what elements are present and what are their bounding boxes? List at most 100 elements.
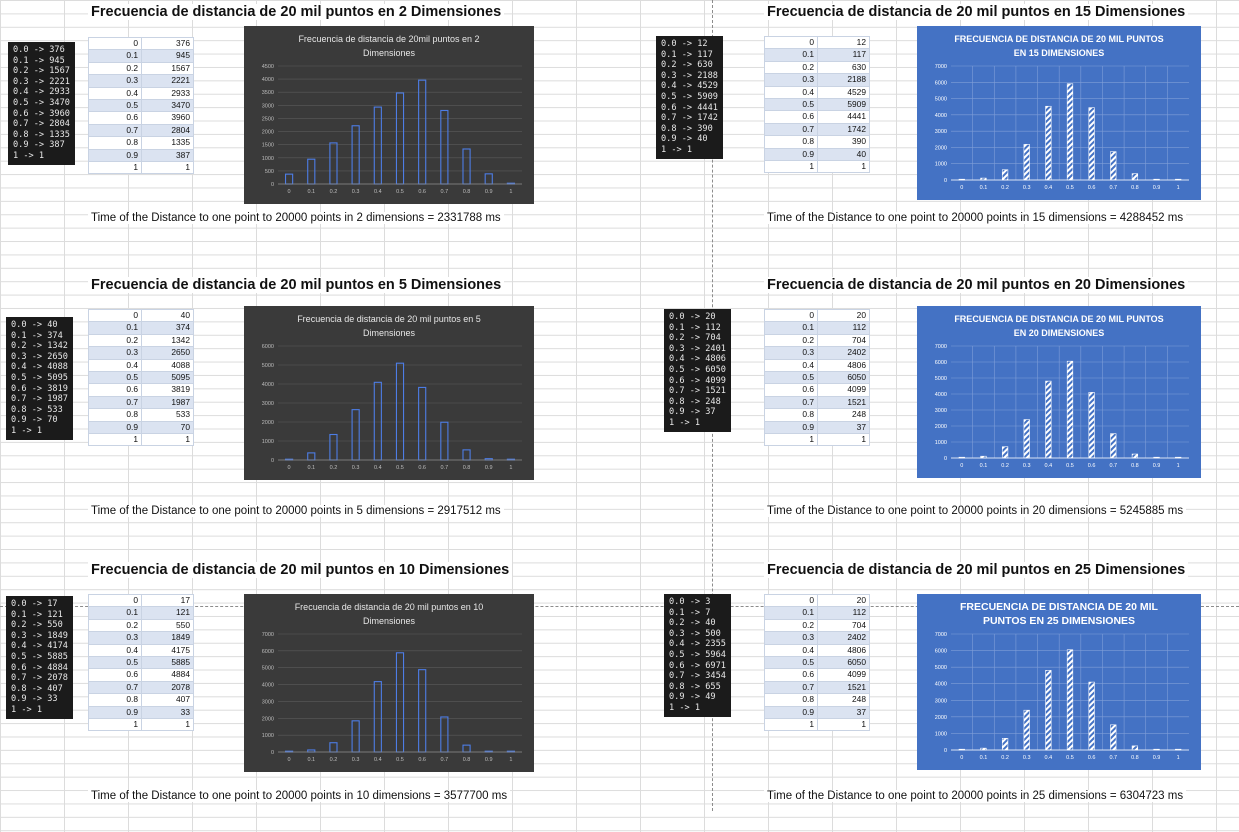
count-cell: 2188 bbox=[817, 73, 870, 87]
count-cell: 1 bbox=[817, 718, 870, 732]
x-tick-label: 0.7 bbox=[1109, 755, 1117, 761]
console-line: 0.9 -> 37 bbox=[669, 407, 716, 418]
table-row: 0.1 121 bbox=[88, 606, 194, 620]
count-cell: 2402 bbox=[817, 631, 870, 645]
table-row: 0.9 37 bbox=[764, 420, 870, 435]
console-line: 0.1 -> 121 bbox=[11, 609, 63, 620]
console-line: 0.1 -> 374 bbox=[11, 330, 63, 341]
bar bbox=[1088, 681, 1095, 751]
console-line: 0.5 -> 5964 bbox=[669, 649, 726, 660]
console-line: 0.3 -> 2650 bbox=[11, 351, 68, 362]
distance-cell: 0.7 bbox=[88, 680, 142, 695]
console-line: 0.6 -> 6971 bbox=[669, 660, 726, 671]
console-line: 0.2 -> 550 bbox=[11, 620, 63, 631]
distance-cell: 1 bbox=[88, 433, 142, 447]
distance-cell: 0.1 bbox=[88, 606, 142, 620]
distance-cell: 0.1 bbox=[88, 49, 142, 63]
count-cell: 4884 bbox=[141, 668, 194, 682]
panel-heading: Frecuencia de distancia de 20 mil puntos… bbox=[88, 4, 505, 20]
count-cell: 37 bbox=[817, 705, 870, 720]
count-cell: 704 bbox=[817, 333, 870, 348]
y-tick-label: 1000 bbox=[262, 439, 274, 445]
table-row: 0.5 6050 bbox=[764, 371, 870, 385]
distance-cell: 1 bbox=[764, 433, 818, 447]
bar bbox=[1001, 446, 1009, 459]
console-line: 0.0 -> 12 bbox=[661, 39, 708, 49]
x-tick-label: 0.4 bbox=[1045, 185, 1053, 191]
console-output: 0.0 -> 12 0.1 -> 117 0.2 -> 630 0.3 -> 2188… bbox=[656, 36, 723, 159]
y-tick-label: 3000 bbox=[262, 103, 274, 109]
console-line: 0.2 -> 704 bbox=[669, 333, 721, 344]
panel-5-dimensions: Frecuencia de distancia de 20 mil puntos… bbox=[6, 277, 708, 547]
elapsed-time-text: Time of the Distance to one point to 200… bbox=[88, 505, 504, 517]
x-tick-label: 1 bbox=[1177, 463, 1180, 469]
distance-cell: 0.3 bbox=[88, 74, 142, 88]
distance-cell: 0.6 bbox=[764, 383, 818, 397]
distance-cell: 0 bbox=[764, 593, 818, 608]
x-tick-label: 1 bbox=[509, 757, 512, 763]
distance-cell: 0.5 bbox=[764, 98, 818, 112]
distance-cell: 0.3 bbox=[764, 631, 818, 645]
table-row: 0.2 550 bbox=[88, 618, 194, 633]
console-output: 0.0 -> 17 0.1 -> 121 0.2 -> 550 0.3 -> 1849… bbox=[6, 596, 73, 719]
console-line: 0.9 -> 387 bbox=[13, 140, 65, 151]
x-tick-label: 0.9 bbox=[1153, 755, 1161, 761]
panel-10-dimensions: Frecuencia de distancia de 20 mil puntos… bbox=[6, 562, 708, 832]
distance-cell: 0.5 bbox=[764, 656, 818, 670]
x-tick-label: 1 bbox=[1177, 185, 1180, 191]
console-line: 0.6 -> 3960 bbox=[13, 108, 70, 119]
table-row: 0.4 4806 bbox=[764, 643, 870, 658]
table-row: 0.4 4175 bbox=[88, 643, 194, 658]
x-tick-label: 0.8 bbox=[463, 189, 471, 195]
y-tick-label: 1000 bbox=[262, 156, 274, 162]
distance-cell: 0.2 bbox=[88, 618, 142, 633]
panel-heading: Frecuencia de distancia de 20 mil puntos… bbox=[764, 562, 1189, 578]
elapsed-time-text: Time of the Distance to one point to 200… bbox=[88, 212, 504, 224]
distance-cell: 0.4 bbox=[88, 86, 142, 101]
distance-cell: 0.7 bbox=[88, 123, 142, 138]
count-cell: 1987 bbox=[141, 395, 194, 410]
distance-cell: 0.2 bbox=[88, 333, 142, 348]
panel-heading: Frecuencia de distancia de 20 mil puntos… bbox=[764, 277, 1189, 293]
console-line: 0.0 -> 3 bbox=[669, 597, 711, 607]
y-tick-label: 1000 bbox=[935, 162, 947, 168]
table-row: 0.9 70 bbox=[88, 420, 194, 435]
x-tick-label: 0.3 bbox=[1023, 463, 1031, 469]
table-row: 0.5 6050 bbox=[764, 656, 870, 670]
count-cell: 374 bbox=[141, 321, 194, 335]
table-row: 0.6 4441 bbox=[764, 110, 870, 124]
y-tick-label: 7000 bbox=[935, 632, 947, 638]
page-break-horizontal bbox=[0, 606, 1239, 607]
x-tick-label: 0.2 bbox=[330, 189, 338, 195]
table-row: 0.3 2402 bbox=[764, 631, 870, 645]
chart-title: Frecuencia de distancia de 20 mil puntos… bbox=[297, 314, 481, 324]
distance-cell: 0.7 bbox=[764, 122, 818, 137]
distance-cell: 0.3 bbox=[88, 631, 142, 645]
y-tick-label: 4000 bbox=[262, 382, 274, 388]
console-line: 1 -> 1 bbox=[13, 150, 45, 161]
y-tick-label: 2000 bbox=[262, 420, 274, 426]
console-line: 0.9 -> 40 bbox=[661, 134, 708, 145]
distance-cell: 0.9 bbox=[764, 147, 818, 162]
x-tick-label: 0.6 bbox=[1088, 463, 1096, 469]
y-tick-label: 7000 bbox=[262, 632, 274, 638]
table-row: 0.6 4099 bbox=[764, 668, 870, 682]
count-cell: 704 bbox=[817, 618, 870, 633]
x-tick-label: 0.9 bbox=[485, 189, 493, 195]
table-row: 0.6 3960 bbox=[88, 111, 194, 125]
distance-cell: 0.7 bbox=[88, 395, 142, 410]
console-line: 0.5 -> 5885 bbox=[11, 651, 68, 662]
console-line: 0.6 -> 4884 bbox=[11, 662, 68, 673]
x-tick-label: 0.9 bbox=[1153, 185, 1161, 191]
console-line: 0.5 -> 5909 bbox=[661, 91, 718, 102]
distance-cell: 0.1 bbox=[764, 48, 818, 62]
count-cell: 3819 bbox=[141, 383, 194, 397]
x-tick-label: 0.3 bbox=[1023, 185, 1031, 191]
x-tick-label: 0 bbox=[960, 755, 963, 761]
x-tick-label: 0.4 bbox=[1045, 463, 1053, 469]
console-line: 0.3 -> 500 bbox=[669, 628, 721, 639]
bar bbox=[1131, 453, 1139, 459]
